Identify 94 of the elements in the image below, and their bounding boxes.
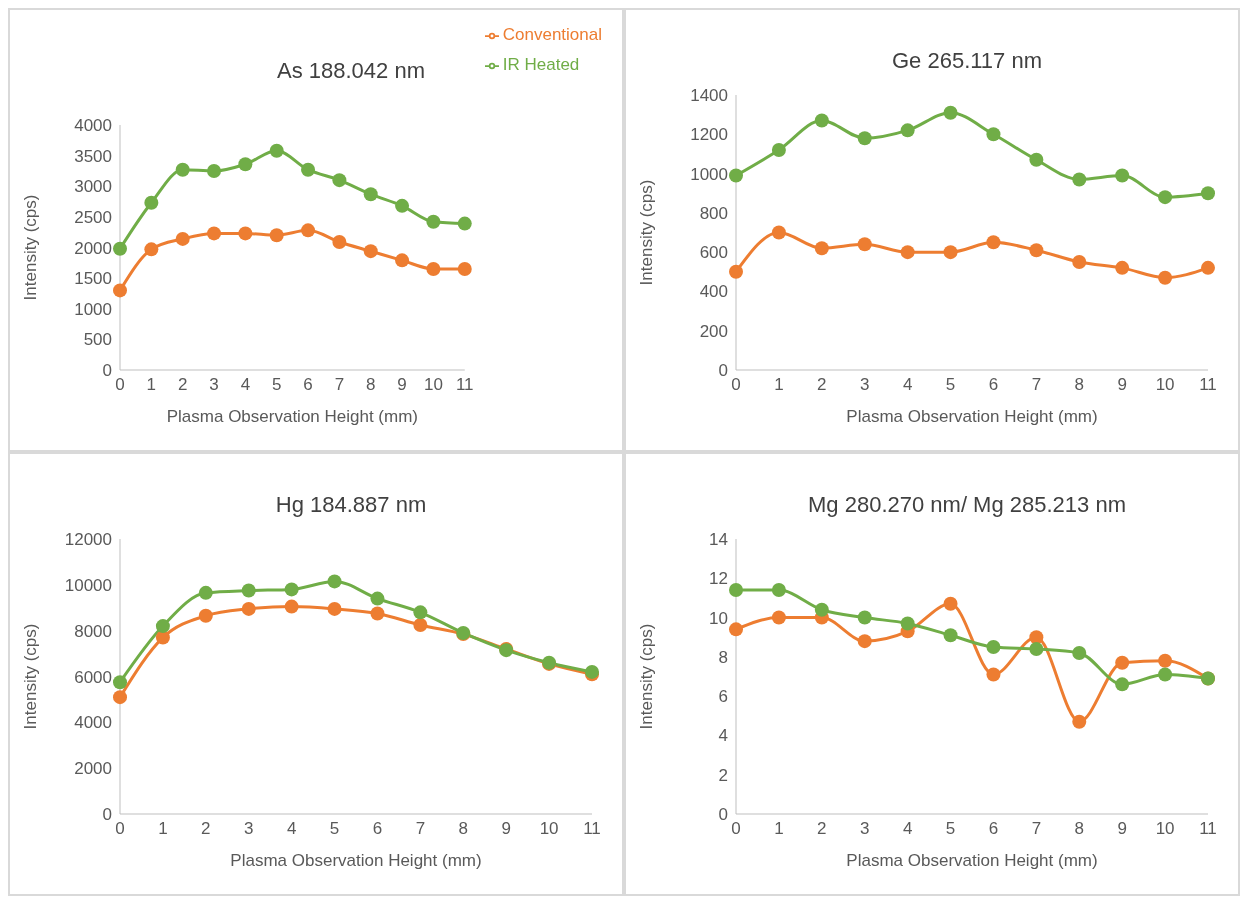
x-tick-label: 5 — [271, 375, 282, 395]
y-tick-label: 0 — [718, 805, 728, 825]
y-axis-title: Intensity (cps) — [21, 194, 41, 301]
y-axis-title: Intensity (cps) — [637, 179, 657, 286]
x-tick-label: 4 — [902, 375, 913, 395]
y-tick-label: 3000 — [74, 177, 112, 197]
x-tick-label: 6 — [303, 375, 313, 395]
y-tick-label: 6000 — [74, 667, 112, 687]
y-tick-label: 2000 — [74, 759, 112, 779]
y-tick-label: 4 — [718, 726, 728, 746]
y-tick-label: 600 — [699, 243, 728, 263]
x-tick-label: 6 — [372, 819, 383, 839]
x-tick-label: 3 — [859, 375, 870, 395]
x-tick-label: 11 — [1199, 375, 1217, 395]
x-tick-label: 2 — [817, 375, 827, 395]
x-tick-label: 7 — [1031, 819, 1042, 839]
x-tick-label: 1 — [774, 819, 784, 839]
x-tick-label: 11 — [1199, 819, 1217, 839]
x-tick-label: 10 — [1155, 375, 1175, 395]
x-tick-label: 9 — [1117, 819, 1127, 839]
x-tick-label: 10 — [423, 375, 443, 395]
y-tick-label: 10000 — [64, 575, 112, 595]
y-tick-label: 1000 — [74, 299, 112, 319]
y-tick-label: 500 — [83, 330, 112, 350]
x-tick-label: 3 — [859, 819, 870, 839]
x-tick-label: 8 — [1074, 819, 1085, 839]
x-tick-label: 0 — [115, 819, 125, 839]
x-tick-label: 3 — [209, 375, 219, 395]
x-axis-title: Plasma Observation Height (mm) — [846, 407, 1098, 426]
x-tick-label: 8 — [1074, 375, 1085, 395]
y-tick-label: 1400 — [690, 86, 728, 106]
y-tick-label: 1500 — [74, 269, 112, 289]
y-axis-title: Intensity (cps) — [637, 623, 657, 730]
x-tick-label: 8 — [458, 819, 469, 839]
x-tick-label: 10 — [1155, 819, 1175, 839]
x-tick-label: 7 — [334, 375, 345, 395]
chart-title: Mg 280.270 nm/ Mg 285.213 nm — [807, 492, 1127, 518]
x-tick-label: 1 — [158, 819, 168, 839]
x-tick-label: 7 — [415, 819, 426, 839]
y-tick-label: 3500 — [74, 146, 112, 166]
chart-title: As 188.042 nm — [277, 58, 425, 83]
x-axis-title: Plasma Observation Height (mm) — [230, 851, 482, 870]
x-tick-label: 11 — [583, 819, 601, 839]
x-tick-label: 9 — [501, 819, 511, 839]
x-tick-label: 11 — [455, 375, 474, 395]
y-tick-label: 1200 — [690, 125, 728, 145]
y-tick-label: 2000 — [74, 238, 112, 258]
y-tick-label: 10 — [709, 608, 728, 628]
y-tick-label: 14 — [709, 530, 728, 550]
y-tick-label: 1000 — [690, 164, 728, 184]
x-tick-label: 0 — [731, 375, 741, 395]
x-tick-label: 9 — [397, 375, 407, 395]
x-tick-label: 1 — [146, 375, 157, 395]
x-tick-label: 9 — [1117, 375, 1127, 395]
x-axis-title: Plasma Observation Height (mm) — [846, 851, 1098, 870]
y-tick-label: 200 — [699, 321, 728, 341]
x-tick-label: 7 — [1031, 375, 1042, 395]
y-tick-label: 2500 — [74, 207, 112, 227]
y-tick-label: 12 — [709, 569, 728, 589]
x-tick-label: 4 — [902, 819, 913, 839]
x-tick-label: 5 — [945, 375, 956, 395]
x-tick-label: 2 — [177, 375, 188, 395]
y-tick-label: 4000 — [74, 713, 112, 733]
x-tick-label: 6 — [988, 375, 999, 395]
x-tick-label: 1 — [774, 375, 784, 395]
x-tick-label: 10 — [539, 819, 559, 839]
x-tick-label: 0 — [731, 819, 741, 839]
x-tick-label: 6 — [988, 819, 999, 839]
x-tick-label: 3 — [243, 819, 254, 839]
x-tick-label: 8 — [365, 375, 376, 395]
x-tick-label: 4 — [240, 375, 251, 395]
y-tick-label: 6 — [718, 687, 728, 707]
chart-title: Ge 265.117 nm — [891, 48, 1043, 74]
y-tick-label: 8000 — [74, 621, 112, 641]
y-tick-label: 12000 — [64, 530, 112, 550]
chart-title: Hg 184.887 nm — [274, 492, 428, 518]
y-tick-label: 2 — [718, 765, 728, 785]
x-axis-title: Plasma Observation Height (mm) — [166, 407, 419, 426]
x-tick-label: 2 — [201, 819, 211, 839]
y-tick-label: 4000 — [74, 116, 112, 136]
y-tick-label: 0 — [102, 805, 112, 825]
x-tick-label: 2 — [817, 819, 827, 839]
legend-label: Conventional — [502, 25, 602, 44]
y-tick-label: 0 — [102, 361, 112, 381]
y-tick-label: 8 — [718, 647, 728, 667]
x-tick-label: 5 — [945, 819, 956, 839]
y-axis-title: Intensity (cps) — [21, 623, 41, 730]
legend-label: IR Heated — [502, 55, 580, 74]
y-tick-label: 0 — [718, 361, 728, 381]
x-tick-label: 4 — [286, 819, 297, 839]
y-tick-label: 400 — [699, 282, 728, 302]
x-tick-label: 5 — [329, 819, 340, 839]
y-tick-label: 800 — [699, 203, 728, 223]
x-tick-label: 0 — [115, 375, 125, 395]
